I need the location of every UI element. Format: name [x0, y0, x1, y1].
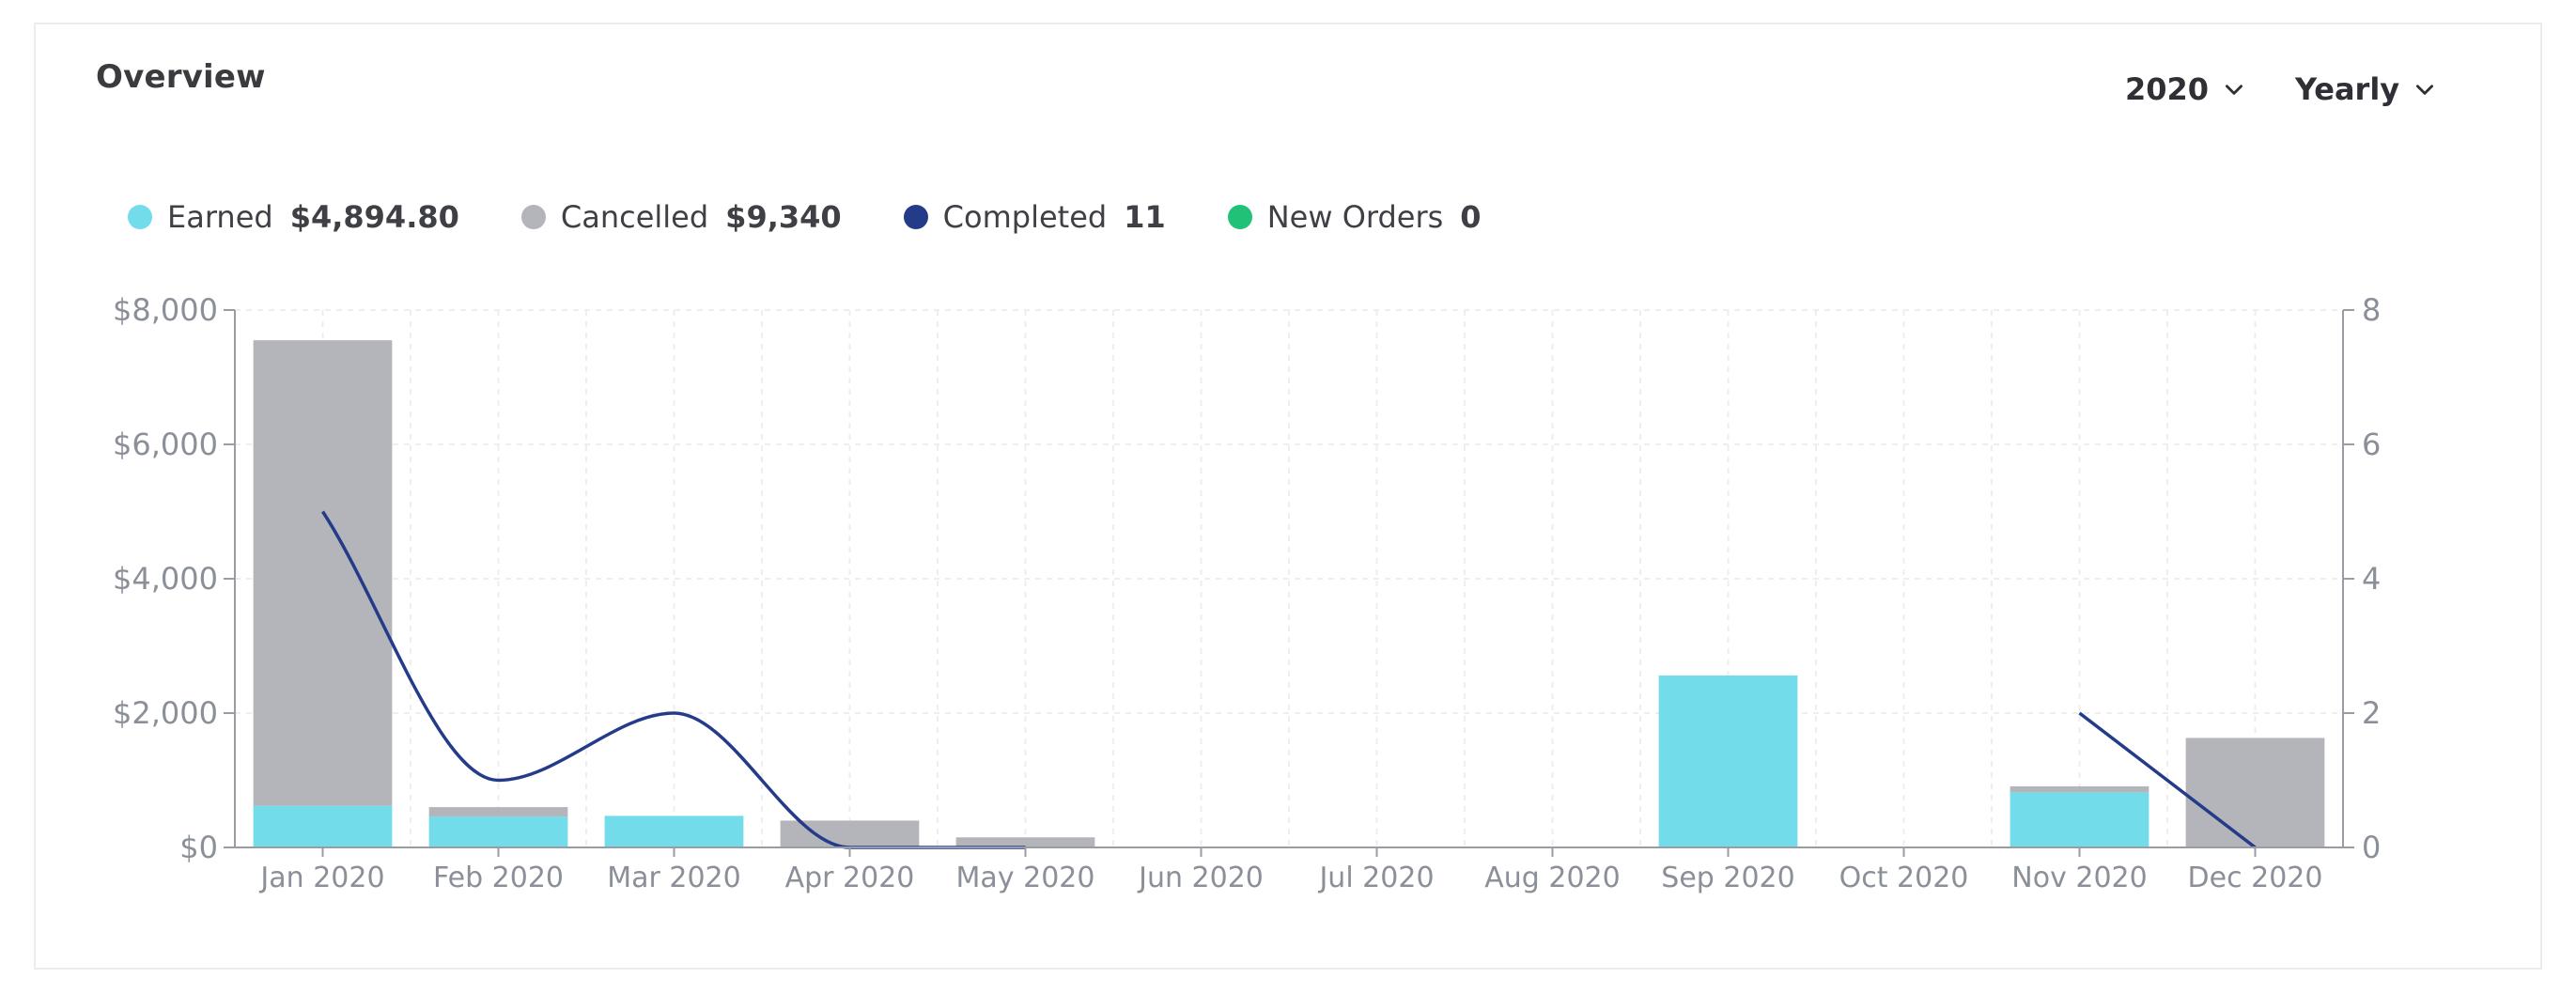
x-tick-label: Oct 2020: [1839, 862, 1969, 894]
y-tick-label-right: 4: [2362, 561, 2381, 597]
x-tick-label: Feb 2020: [433, 862, 564, 894]
x-tick-label: Mar 2020: [607, 862, 741, 894]
x-tick-label: Jun 2020: [1137, 862, 1264, 894]
x-tick-label: May 2020: [956, 862, 1095, 894]
x-tick-label: Nov 2020: [2011, 862, 2147, 894]
y-tick-label-left: $4,000: [113, 561, 218, 597]
y-tick-label-left: $8,000: [113, 292, 218, 328]
x-tick-label: Dec 2020: [2188, 862, 2323, 894]
bar-cancelled: [253, 340, 393, 806]
legend-label: Earned: [167, 199, 273, 235]
year-dropdown[interactable]: 2020: [2125, 71, 2246, 107]
period-dropdown-label: Yearly: [2295, 71, 2400, 107]
legend-item-completed[interactable]: Completed 11: [903, 199, 1166, 235]
y-tick-label-right: 8: [2362, 292, 2381, 328]
legend-dot-earned: [128, 205, 152, 229]
card-title: Overview: [96, 58, 266, 96]
legend-item-new-orders[interactable]: New Orders 0: [1227, 199, 1482, 235]
bar-cancelled: [428, 807, 568, 817]
chart-legend: Earned $4,894.80 Cancelled $9,340 Comple…: [128, 199, 1544, 235]
legend-dot-new-orders: [1227, 205, 1252, 229]
bar-earned: [253, 805, 393, 847]
y-tick-label-right: 0: [2362, 830, 2381, 865]
x-tick-label: Jul 2020: [1317, 862, 1434, 894]
x-tick-label: Sep 2020: [1661, 862, 1794, 894]
chevron-down-icon: [2226, 85, 2243, 95]
bar-earned: [604, 815, 744, 847]
period-dropdown[interactable]: Yearly: [2295, 71, 2437, 107]
legend-dot-completed: [903, 205, 928, 229]
year-dropdown-label: 2020: [2125, 71, 2210, 107]
legend-value: 11: [1124, 199, 1166, 235]
y-tick-label-left: $6,000: [113, 427, 218, 462]
legend-value: $4,894.80: [289, 199, 459, 235]
bar-earned: [428, 816, 568, 847]
bar-cancelled: [2185, 738, 2325, 847]
legend-label: Cancelled: [560, 199, 709, 235]
y-tick-label-left: $0: [179, 830, 218, 865]
legend-dot-cancelled: [520, 205, 546, 229]
y-tick-label-right: 2: [2362, 695, 2381, 731]
y-tick-label-left: $2,000: [113, 695, 218, 731]
legend-value: 0: [1460, 199, 1482, 235]
x-tick-label: Apr 2020: [785, 862, 915, 894]
legend-value: $9,340: [725, 199, 842, 235]
x-tick-label: Aug 2020: [1484, 862, 1620, 894]
line-completed: [2078, 711, 2257, 849]
x-tick-label: Jan 2020: [258, 862, 384, 894]
bar-cancelled: [955, 837, 1095, 847]
y-tick-label-right: 6: [2362, 427, 2381, 462]
bar-cancelled: [2010, 785, 2149, 793]
bar-earned: [2010, 792, 2149, 847]
bar-earned: [1658, 675, 1798, 847]
legend-item-earned[interactable]: Earned $4,894.80: [128, 199, 459, 235]
legend-label: New Orders: [1266, 199, 1444, 235]
bar-cancelled: [780, 820, 920, 847]
chevron-down-icon: [2416, 85, 2434, 95]
legend-label: Completed: [942, 199, 1108, 235]
legend-item-cancelled[interactable]: Cancelled $9,340: [520, 199, 842, 235]
